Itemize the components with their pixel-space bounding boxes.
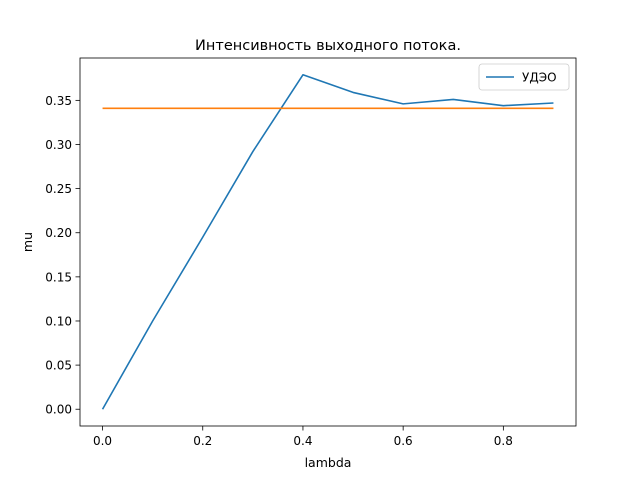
y-tick-label: 0.30 — [45, 138, 72, 152]
y-tick-label: 0.15 — [45, 270, 72, 284]
legend-label: УДЭО — [522, 71, 557, 85]
chart-title: Интенсивность выходного потока. — [195, 38, 461, 54]
y-axis-label: mu — [20, 232, 35, 252]
y-axis: 0.00 0.05 0.10 0.15 0.20 0.25 0.30 0.35 — [45, 94, 80, 417]
y-tick-label: 0.20 — [45, 226, 72, 240]
x-axis: 0.0 0.2 0.4 0.6 0.8 — [93, 426, 513, 448]
y-tick-label: 0.35 — [45, 94, 72, 108]
series-line-1 — [101, 73, 554, 410]
x-axis-label: lambda — [305, 455, 352, 470]
x-tick-label: 0.2 — [193, 434, 212, 448]
y-tick-label: 0.25 — [45, 182, 72, 196]
y-tick-label: 0.05 — [45, 359, 72, 373]
x-tick-label: 0.4 — [293, 434, 312, 448]
legend: УДЭО — [478, 63, 570, 91]
series-layer — [101, 73, 554, 410]
y-tick-label: 0.00 — [45, 403, 72, 417]
y-tick-label: 0.10 — [45, 314, 72, 328]
legend-box — [478, 63, 570, 91]
x-tick-label: 0.6 — [394, 434, 413, 448]
x-tick-label: 0.0 — [93, 434, 112, 448]
axes-frame — [79, 57, 577, 427]
x-tick-label: 0.8 — [494, 434, 513, 448]
